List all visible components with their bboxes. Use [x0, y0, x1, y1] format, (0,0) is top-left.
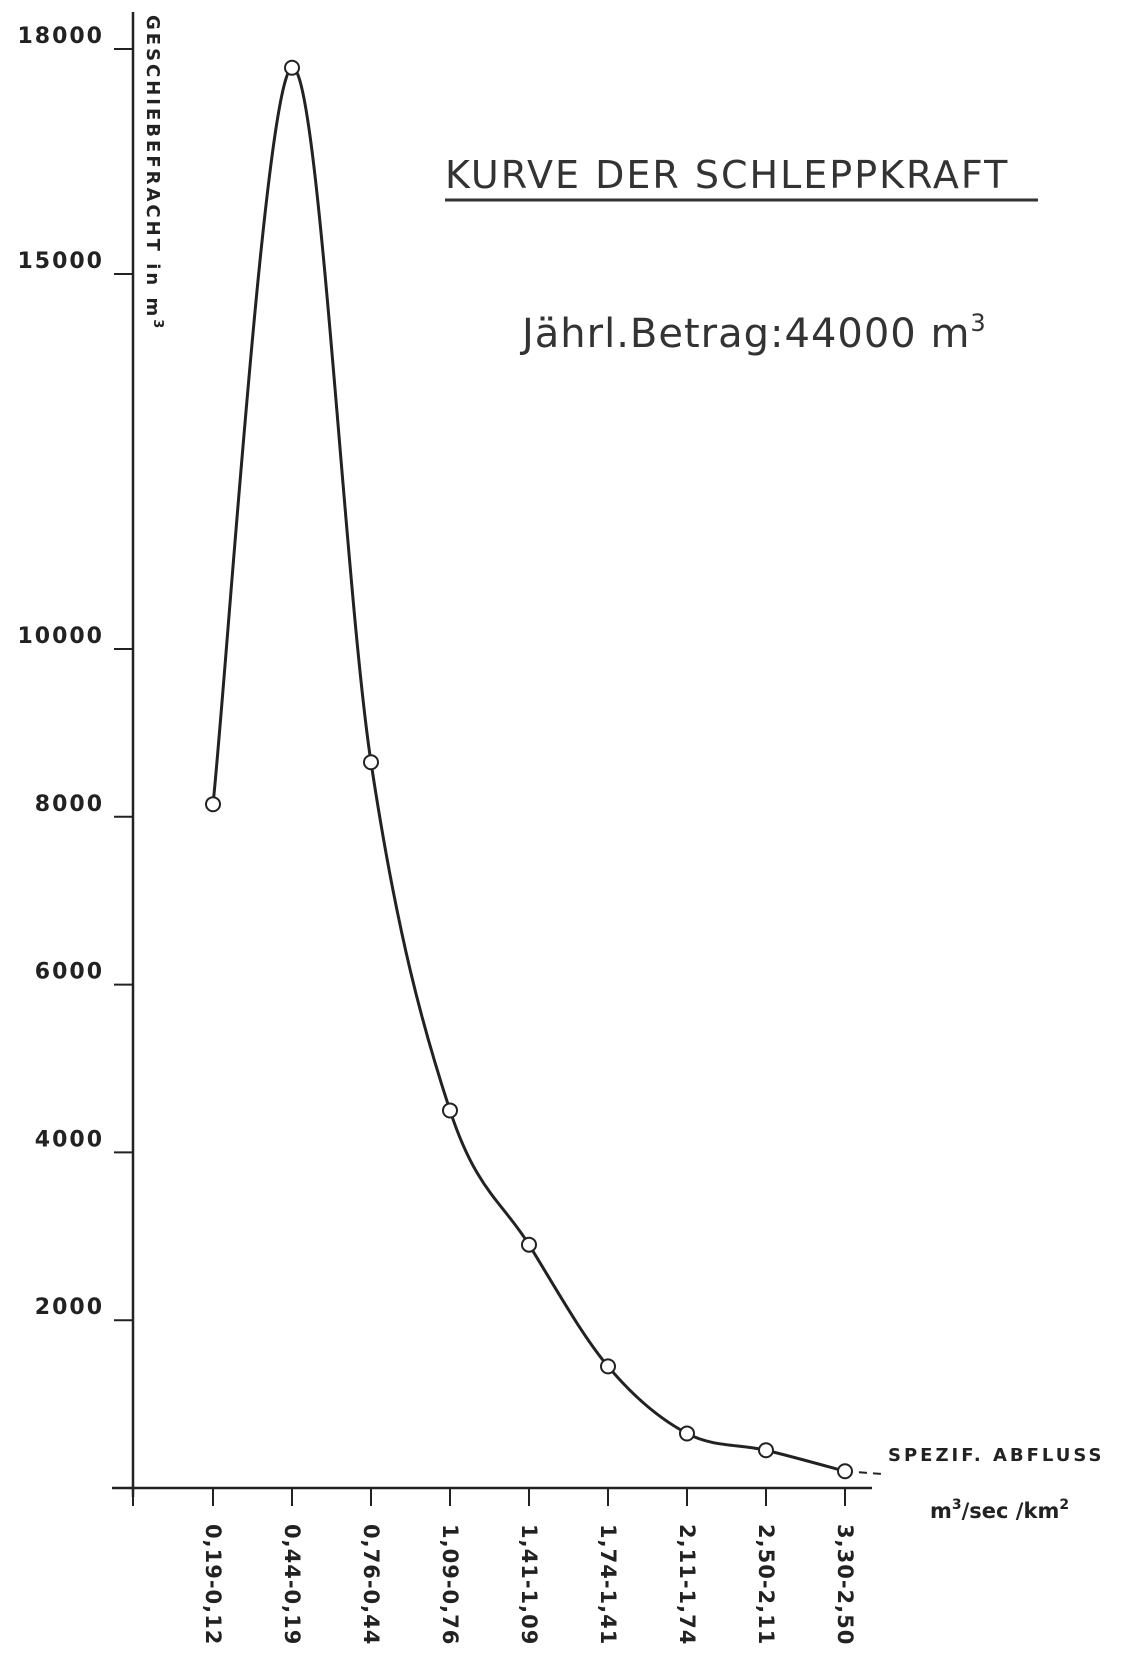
data-point — [837, 1463, 853, 1480]
x-category-label: 1,09-0,76 — [438, 1524, 462, 1645]
x-category-label: 3,30-2,50 — [833, 1524, 857, 1645]
data-points — [205, 59, 853, 1480]
y-tick-label: 8000 — [35, 792, 104, 817]
x-axis-unit: m3/sec /km2 — [930, 1497, 1069, 1523]
chart-title: KURVE DER SCHLEPPKRAFT — [445, 153, 1009, 197]
data-point — [521, 1236, 537, 1253]
data-point — [600, 1358, 616, 1375]
data-point — [284, 59, 300, 76]
x-ticks: 0,19-0,12 0,44-0,19 0,76-0,44 1,09-0,76 1,41… — [132, 1488, 857, 1645]
x-axis-title: SPEZIF. ABFLUSS — [888, 1445, 1104, 1466]
x-category-label: 1,41-1,09 — [517, 1524, 541, 1645]
annual-total-annotation: Jährl.Betrag:44000 m3 — [519, 309, 987, 357]
curve-group — [211, 66, 886, 1476]
y-tick-label: 2000 — [35, 1295, 104, 1320]
x-category-label: 2,11-1,74 — [675, 1524, 699, 1645]
y-tick-label: 15000 — [17, 249, 104, 274]
data-point — [205, 796, 221, 813]
x-category-label: 0,19-0,12 — [201, 1524, 225, 1645]
y-axis-title: GESCHIEBEFRACHT in m3 — [142, 15, 165, 331]
data-point — [679, 1425, 695, 1442]
x-category-label: 1,74-1,41 — [596, 1524, 620, 1645]
y-ticks: 2000 4000 6000 8000 10000 15000 18000 — [17, 24, 133, 1322]
data-point — [758, 1442, 774, 1459]
x-category-label: 0,76-0,44 — [359, 1524, 383, 1645]
y-tick-label: 10000 — [17, 624, 104, 649]
x-category-label: 0,44-0,19 — [280, 1524, 304, 1645]
data-point — [363, 754, 379, 771]
data-point — [442, 1102, 458, 1119]
series-line — [211, 66, 846, 1473]
y-tick-label: 18000 — [17, 24, 104, 49]
y-tick-label: 6000 — [35, 960, 104, 985]
chart-labels: KURVE DER SCHLEPPKRAFT Jährl.Betrag:4400… — [142, 15, 1104, 1523]
axes — [112, 12, 872, 1497]
x-category-label: 2,50-2,11 — [754, 1524, 778, 1645]
y-tick-label: 4000 — [35, 1127, 104, 1152]
